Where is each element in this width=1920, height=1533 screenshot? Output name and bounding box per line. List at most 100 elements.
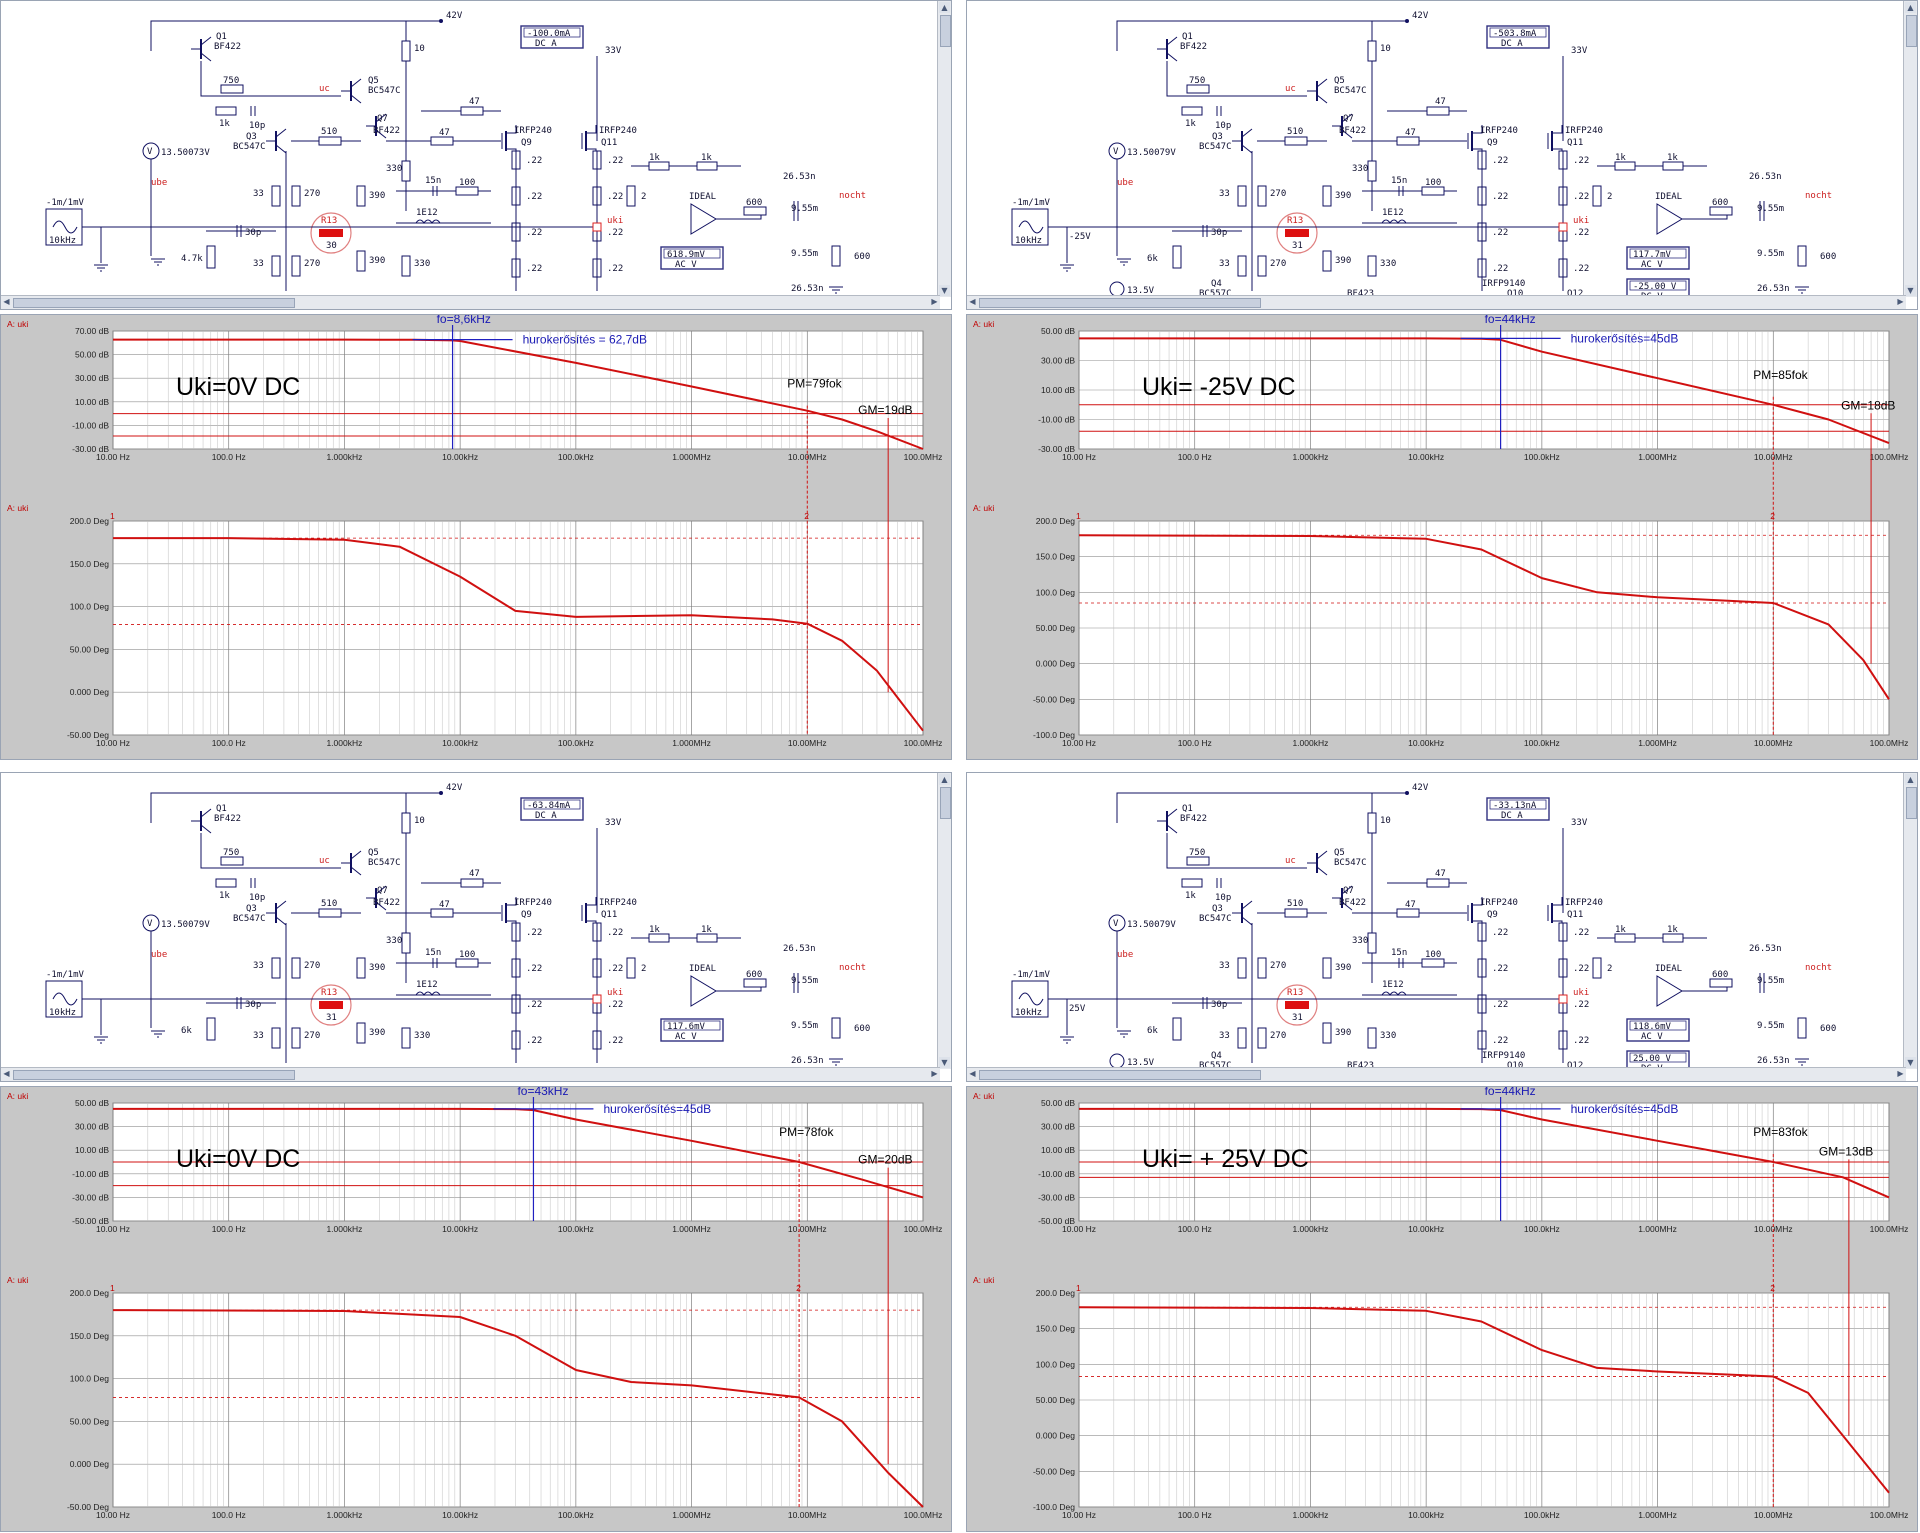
svg-text:V: V (1113, 147, 1119, 157)
scroll-down-icon[interactable]: ▼ (939, 1057, 950, 1068)
label-q9-type: IRFP240 (1480, 126, 1518, 136)
scroll-thumb[interactable] (940, 787, 951, 819)
schematic-horizontal-scrollbar[interactable]: ◀ ▶ (1, 295, 940, 309)
label-l1e12: 1E12 (1382, 980, 1404, 990)
scroll-thumb[interactable] (13, 298, 295, 308)
gain-x-tick: 100.0 Hz (1178, 452, 1212, 462)
scroll-up-icon[interactable]: ▲ (939, 774, 950, 785)
scroll-down-icon[interactable]: ▼ (1905, 1057, 1916, 1068)
cursor-2-icon[interactable]: 2 (1770, 511, 1775, 521)
label-r1k-fb1: 1k (1615, 925, 1626, 935)
scroll-left-icon[interactable]: ◀ (3, 1069, 10, 1078)
label-src-amp: -1m/1mV (1012, 970, 1051, 980)
scroll-thumb[interactable] (1906, 15, 1917, 47)
schematic-vertical-scrollbar[interactable]: ▲ ▼ (1903, 773, 1917, 1069)
schematic-vertical-scrollbar[interactable]: ▲ ▼ (1903, 1, 1917, 297)
schematic-panel[interactable]: 42V 10 33V Q1 BF422 750 1k 10p uc Q5 BC547C Q3 BC547… (966, 772, 1918, 1082)
svg-text:V: V (1113, 919, 1119, 929)
scroll-down-icon[interactable]: ▼ (1905, 285, 1916, 296)
schematic-panel[interactable]: 42V 10 33V Q1 BF422 750 1k 10p uc Q5 BC547C Q3 BC547… (0, 0, 952, 310)
scroll-thumb[interactable] (940, 15, 951, 47)
node-uki: uki (1573, 988, 1589, 998)
schematic-vertical-scrollbar[interactable]: ▲ ▼ (937, 773, 951, 1069)
scroll-up-icon[interactable]: ▲ (939, 2, 950, 13)
schematic-horizontal-scrollbar[interactable]: ◀ ▶ (967, 1067, 1906, 1081)
label-r1k-fb1: 1k (649, 925, 660, 935)
label-r390b: 390 (369, 1028, 385, 1038)
phase-y-tick: 200.0 Deg (70, 1288, 109, 1298)
ammeter-mode: DC A (535, 811, 557, 821)
label-q9-type: IRFP240 (514, 898, 552, 908)
label-r270a: 270 (1270, 961, 1286, 971)
schematic-panel[interactable]: 42V 10 33V Q1 BF422 750 1k 10p uc Q5 BC547C Q3 BC547… (0, 772, 952, 1082)
label-r270a: 270 (304, 189, 320, 199)
cursor-2-icon[interactable]: 2 (1770, 1283, 1775, 1293)
quadrant-top-left: 42V 10 33V Q1 BF422 750 1k 10p uc Q5 BC547C Q3 BC547… (0, 0, 952, 760)
cursor-1-icon[interactable]: 1 (1076, 511, 1081, 521)
phase-x-tick: 100.0MHz (1870, 1510, 1909, 1520)
label-r022-left-1: .22 (526, 964, 542, 974)
scroll-right-icon[interactable]: ▶ (931, 297, 938, 306)
schematic-vertical-scrollbar[interactable]: ▲ ▼ (937, 1, 951, 297)
scroll-left-icon[interactable]: ◀ (969, 297, 976, 306)
scroll-up-icon[interactable]: ▲ (1905, 2, 1916, 13)
label-r100: 100 (459, 950, 475, 960)
phase-y-tick: 150.0 Deg (1036, 1324, 1075, 1334)
label-33v: 33V (605, 818, 622, 828)
label-q9: Q9 (521, 910, 532, 920)
scroll-left-icon[interactable]: ◀ (969, 1069, 976, 1078)
scroll-left-icon[interactable]: ◀ (3, 297, 10, 306)
gain-y-tick: 50.00 dB (75, 1098, 109, 1108)
label-r33a: 33 (1219, 961, 1230, 971)
cursor-2-icon[interactable]: 2 (796, 1283, 801, 1293)
scroll-thumb[interactable] (13, 1070, 295, 1080)
gain-x-tick: 10.00 Hz (1062, 1224, 1096, 1234)
cursor-1-icon[interactable]: 1 (1076, 1283, 1081, 1293)
phase-x-tick: 10.00MHz (788, 738, 827, 748)
phase-x-tick: 1.000kHz (326, 1510, 362, 1520)
label-r750: 750 (1189, 76, 1205, 86)
label-q1: Q1 (1182, 32, 1193, 42)
label-42v: 42V (1412, 11, 1429, 21)
gain-y-tick: 10.00 dB (1041, 1145, 1075, 1155)
scroll-thumb[interactable] (979, 298, 1261, 308)
gain-y-tick: 50.00 dB (1041, 1098, 1075, 1108)
scroll-thumb[interactable] (979, 1070, 1261, 1080)
label-q3-type: BC547C (233, 914, 266, 924)
cursor-1-icon[interactable]: 1 (110, 1283, 115, 1293)
label-r100: 100 (459, 178, 475, 188)
phase-margin-label: PM=78fok (779, 1125, 834, 1139)
phase-y-tick: 0.000 Deg (1036, 1431, 1075, 1441)
scroll-right-icon[interactable]: ▶ (1897, 1069, 1904, 1078)
quadrant-top-right: 42V 10 33V Q1 BF422 750 1k 10p uc Q5 BC547C Q3 BC547… (966, 0, 1918, 760)
label-r47a: 47 (469, 97, 480, 107)
schematic-horizontal-scrollbar[interactable]: ◀ ▶ (967, 295, 1906, 309)
scroll-thumb[interactable] (1906, 787, 1917, 819)
scroll-up-icon[interactable]: ▲ (1905, 774, 1916, 785)
label-q1-type: BF422 (214, 42, 241, 52)
label-r022-right-0: .22 (1573, 928, 1589, 938)
gain-y-tick: 50.00 dB (1041, 326, 1075, 336)
bode-plot-panel[interactable]: 70.00 dB 50.00 dB 30.00 dB 10.00 dB -10.00 d… (0, 314, 952, 760)
bode-plot-panel[interactable]: 50.00 dB 30.00 dB 10.00 dB -10.00 dB -30.00 … (966, 314, 1918, 760)
scroll-right-icon[interactable]: ▶ (931, 1069, 938, 1078)
phase-x-tick: 1.000kHz (1292, 738, 1328, 748)
label-r022-right-2: .22 (1573, 1000, 1589, 1010)
label-r750: 750 (1189, 848, 1205, 858)
cursor-1-icon[interactable]: 1 (110, 511, 115, 521)
label-c30p: 30p (1211, 228, 1227, 238)
label-bias-resistor: 6k (1147, 1026, 1158, 1036)
bode-plot-panel[interactable]: 50.00 dB 30.00 dB 10.00 dB -10.00 dB -30.00 … (0, 1086, 952, 1532)
scroll-down-icon[interactable]: ▼ (939, 285, 950, 296)
label-r022-left-1: .22 (1492, 964, 1508, 974)
bode-plot-panel[interactable]: 50.00 dB 30.00 dB 10.00 dB -10.00 dB -30.00 … (966, 1086, 1918, 1532)
label-r022-right-0: .22 (607, 928, 623, 938)
schematic-panel[interactable]: 42V 10 33V Q1 BF422 750 1k 10p uc Q5 BC547C Q3 BC547… (966, 0, 1918, 310)
schematic-horizontal-scrollbar[interactable]: ◀ ▶ (1, 1067, 940, 1081)
label-q11-type: IRFP240 (1565, 898, 1603, 908)
scroll-right-icon[interactable]: ▶ (1897, 297, 1904, 306)
node-uc: uc (319, 856, 330, 866)
cursor-2-icon[interactable]: 2 (804, 511, 809, 521)
